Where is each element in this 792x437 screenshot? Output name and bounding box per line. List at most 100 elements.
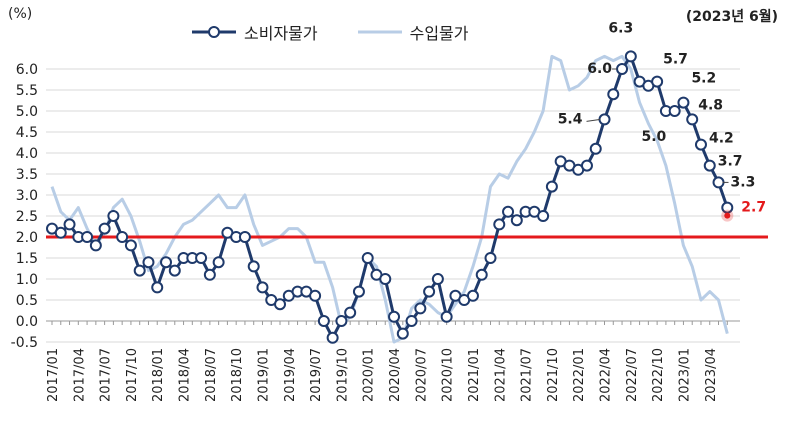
- legend-label-cpi: 소비자물가: [244, 24, 318, 43]
- cpi-point: [484, 252, 497, 264]
- series-cpi: [46, 50, 734, 344]
- cpi-point: [317, 315, 330, 327]
- series-import: [50, 54, 729, 344]
- cpi-point: [195, 252, 208, 264]
- cpi-point: [168, 264, 181, 277]
- cpi-point: [151, 281, 164, 294]
- x-tick-label: 2021/04: [493, 348, 508, 402]
- legend-swatch-cpi: [192, 26, 236, 38]
- cpi-point: [133, 264, 146, 277]
- cpi-data-label: 5.4: [558, 111, 583, 127]
- cpi-data-label: 5.2: [691, 71, 716, 87]
- x-tick-label: 2022/07: [625, 348, 640, 402]
- y-tick-label: 4.0: [16, 146, 38, 162]
- x-tick-label: 2018/01: [151, 348, 166, 402]
- legend-label-import: 수입물가: [409, 24, 469, 43]
- cpi-point: [396, 327, 409, 340]
- cpi-point: [361, 252, 374, 264]
- cpi-point: [423, 285, 436, 298]
- cpi-point: [388, 310, 401, 323]
- cpi-data-label: 6.3: [608, 20, 633, 36]
- y-tick-label: 6.0: [16, 62, 38, 78]
- y-tick-label: 2.0: [16, 230, 38, 246]
- x-tick-label: 2022/04: [599, 348, 614, 402]
- cpi-point: [712, 176, 725, 189]
- cpi-point: [405, 315, 418, 327]
- x-tick-label: 2018/04: [178, 348, 193, 402]
- legend-item-cpi: 소비자물가: [190, 20, 318, 44]
- cpi-point: [160, 256, 173, 269]
- x-tick-label: 2019/04: [283, 348, 298, 402]
- cpi-point: [247, 260, 260, 273]
- x-tick-label: 2020/07: [414, 348, 429, 402]
- cpi-data-label: 3.3: [731, 174, 756, 190]
- y-tick-label: 3.0: [16, 188, 38, 204]
- x-tick-label: 2021/01: [467, 348, 482, 402]
- y-tick-label: 2.5: [16, 209, 38, 225]
- x-tick-label: 2020/04: [388, 348, 403, 402]
- cpi-point: [440, 310, 453, 323]
- cpi-point: [589, 142, 602, 155]
- y-tick-label: 0.5: [16, 293, 38, 309]
- cpi-point: [212, 256, 225, 269]
- x-axis: 2017/01 2017/04 2017/07 2017/10 2018/01 2018/…: [46, 321, 728, 402]
- period-label: (2023년 6월): [685, 9, 778, 25]
- cpi-point: [107, 210, 120, 222]
- x-tick-label: 2019/07: [309, 348, 324, 402]
- legend-swatch-import: [357, 30, 402, 34]
- x-tick-label: 2020/10: [441, 348, 456, 402]
- cpi-point: [124, 239, 137, 252]
- cpi-point: [598, 113, 611, 126]
- cpi-point: [624, 50, 637, 63]
- y-tick-label: 3.5: [16, 167, 38, 183]
- x-tick-label: 2022/10: [651, 348, 666, 402]
- cpi-point: [89, 239, 102, 252]
- cpi-data-label: 6.0: [587, 61, 612, 77]
- x-tick-label: 2019/10: [335, 348, 350, 402]
- cpi-data-label: 2.7: [741, 200, 766, 216]
- cpi-point: [414, 302, 427, 315]
- cpi-point: [580, 159, 593, 172]
- cpi-point: [694, 138, 707, 151]
- cpi-data-label: 5.7: [663, 52, 688, 68]
- x-tick-label: 2017/01: [46, 348, 61, 402]
- x-tick-label: 2023/01: [677, 348, 692, 402]
- series-line-cpi: [51, 54, 729, 340]
- cpi-point: [344, 306, 357, 319]
- y-tick-label: 1.5: [16, 251, 38, 267]
- cpi-point: [274, 298, 287, 311]
- legend-item-import: 수입물가: [356, 20, 469, 44]
- x-tick-label: 2022/01: [572, 348, 587, 402]
- cpi-point: [352, 285, 365, 298]
- x-tick-label: 2020/01: [362, 348, 377, 402]
- cpi-point: [616, 63, 629, 75]
- x-tick-label: 2019/01: [256, 348, 271, 402]
- y-tick-label: -0.5: [11, 335, 38, 351]
- cpi-point: [677, 96, 690, 109]
- x-tick-label: 2017/04: [72, 348, 87, 402]
- cpi-point: [493, 218, 506, 231]
- cpi-point: [379, 273, 392, 285]
- y-tick-label: 0.0: [16, 314, 38, 330]
- cpi-point: [335, 315, 348, 327]
- cpi-point: [326, 331, 339, 344]
- cpi-point: [431, 273, 444, 285]
- cpi-point: [703, 159, 716, 172]
- x-tick-label: 2017/10: [125, 348, 140, 402]
- cpi-point: [545, 180, 558, 193]
- data-labels: 5.4 6.0 6.3 5.7 5.0 5.2 4.8 4.2 3.7 3.3 2.7: [558, 20, 766, 215]
- cpi-point: [203, 268, 216, 281]
- x-tick-label: 2021/07: [520, 348, 535, 402]
- cpi-point: [502, 205, 515, 218]
- cpi-point: [81, 231, 94, 243]
- cpi-point: [309, 289, 322, 302]
- cpi-point: [475, 268, 488, 281]
- cpi-point: [537, 210, 550, 222]
- series-line-import: [50, 54, 729, 344]
- x-tick-label: 2018/07: [204, 348, 219, 402]
- cpi-point: [668, 105, 681, 117]
- highlight-point: [724, 212, 731, 219]
- cpi-point: [63, 218, 76, 231]
